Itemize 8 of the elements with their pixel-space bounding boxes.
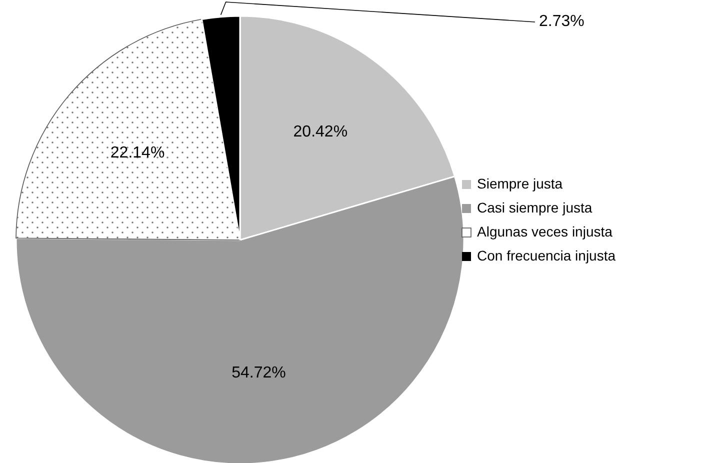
legend-label: Siempre justa bbox=[477, 176, 563, 192]
data-label: 54.72% bbox=[232, 364, 286, 382]
data-label: 2.73% bbox=[539, 13, 584, 30]
legend-label: Algunas veces injusta bbox=[477, 224, 613, 240]
legend-label: Con frecuencia injusta bbox=[477, 248, 616, 264]
data-label: 20.42% bbox=[293, 124, 348, 141]
legend-label: Casi siempre justa bbox=[477, 200, 592, 216]
data-label: 22.14% bbox=[110, 144, 165, 162]
